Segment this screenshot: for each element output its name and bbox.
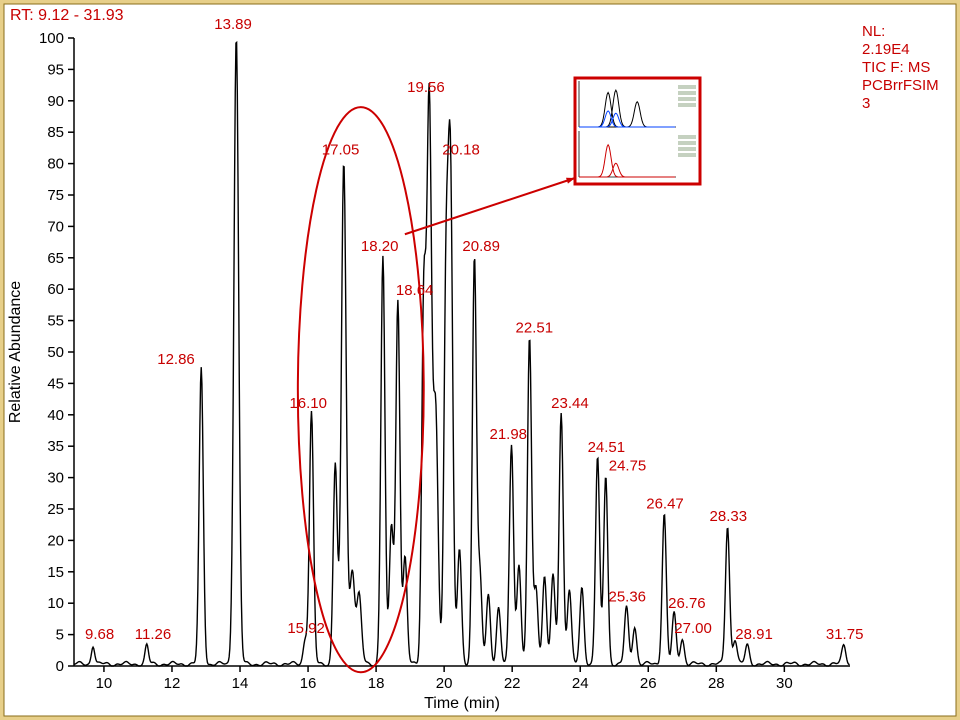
svg-text:27.00: 27.00	[674, 620, 712, 637]
svg-text:Time (min): Time (min)	[424, 695, 500, 712]
svg-text:20.18: 20.18	[442, 142, 480, 159]
svg-text:35: 35	[47, 438, 64, 455]
svg-text:40: 40	[47, 407, 64, 424]
svg-text:24.75: 24.75	[609, 458, 647, 475]
svg-text:25: 25	[47, 501, 64, 518]
svg-text:14: 14	[232, 675, 249, 692]
svg-text:18: 18	[368, 675, 385, 692]
svg-text:2.19E4: 2.19E4	[862, 41, 910, 58]
svg-text:28: 28	[708, 675, 725, 692]
svg-text:15.92: 15.92	[287, 620, 325, 637]
svg-text:19.56: 19.56	[407, 79, 445, 96]
svg-text:80: 80	[47, 156, 64, 173]
svg-text:NL:: NL:	[862, 23, 885, 40]
svg-text:20: 20	[436, 675, 453, 692]
svg-text:TIC F: MS: TIC F: MS	[862, 59, 930, 76]
svg-text:28.33: 28.33	[710, 508, 748, 525]
svg-text:18.20: 18.20	[361, 238, 399, 255]
svg-text:24: 24	[572, 675, 589, 692]
svg-text:30: 30	[776, 675, 793, 692]
svg-text:10: 10	[47, 595, 64, 612]
svg-text:31.75: 31.75	[826, 626, 864, 643]
svg-text:26: 26	[640, 675, 657, 692]
svg-text:60: 60	[47, 281, 64, 298]
svg-text:22: 22	[504, 675, 521, 692]
svg-text:20.89: 20.89	[462, 238, 500, 255]
svg-text:3: 3	[862, 95, 870, 112]
svg-text:26.76: 26.76	[668, 595, 706, 612]
svg-text:5: 5	[56, 627, 64, 644]
svg-text:28.91: 28.91	[735, 626, 773, 643]
svg-text:26.47: 26.47	[646, 495, 684, 512]
svg-text:PCBrrFSIM: PCBrrFSIM	[862, 77, 939, 94]
svg-text:75: 75	[47, 187, 64, 204]
svg-text:30: 30	[47, 470, 64, 487]
svg-text:23.44: 23.44	[551, 395, 589, 412]
svg-text:55: 55	[47, 313, 64, 330]
svg-text:12: 12	[164, 675, 181, 692]
svg-text:24.51: 24.51	[588, 439, 626, 456]
svg-text:21.98: 21.98	[489, 426, 527, 443]
svg-text:45: 45	[47, 375, 64, 392]
svg-text:Relative Abundance: Relative Abundance	[7, 281, 24, 423]
svg-text:90: 90	[47, 93, 64, 110]
svg-text:9.68: 9.68	[85, 626, 114, 643]
svg-text:16: 16	[300, 675, 317, 692]
svg-text:20: 20	[47, 532, 64, 549]
svg-text:13.89: 13.89	[214, 16, 252, 33]
svg-text:100: 100	[39, 30, 64, 47]
chromatogram-chart: 0 5 10 15 20 25 30 35 40 45 50 55 60 65 70 75 80 85 90 95 10…	[0, 0, 960, 720]
svg-text:16.10: 16.10	[289, 395, 327, 412]
svg-text:12.86: 12.86	[157, 351, 195, 368]
svg-text:85: 85	[47, 124, 64, 141]
svg-text:95: 95	[47, 61, 64, 78]
inset-panel	[575, 78, 700, 184]
svg-text:10: 10	[96, 675, 113, 692]
svg-text:22.51: 22.51	[516, 319, 554, 336]
svg-text:18.64: 18.64	[396, 282, 434, 299]
svg-text:RT: 9.12 - 31.93: RT: 9.12 - 31.93	[10, 7, 124, 24]
svg-text:0: 0	[56, 658, 64, 675]
svg-text:15: 15	[47, 564, 64, 581]
svg-text:25.36: 25.36	[608, 588, 646, 605]
svg-text:50: 50	[47, 344, 64, 361]
svg-text:70: 70	[47, 218, 64, 235]
svg-text:65: 65	[47, 250, 64, 267]
svg-text:11.26: 11.26	[135, 626, 171, 643]
